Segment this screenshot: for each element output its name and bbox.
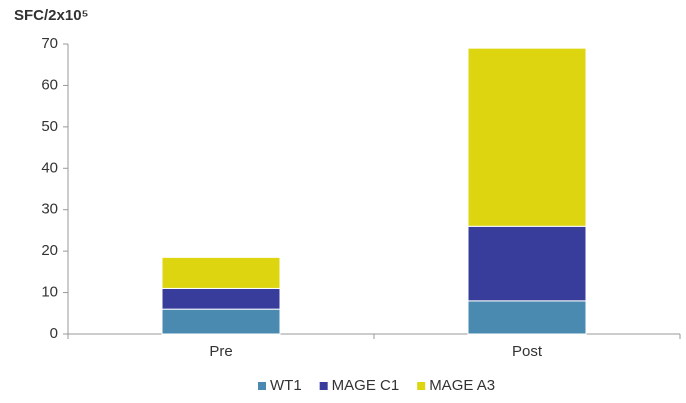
bar-segment [161, 308, 281, 335]
x-tick-label: Pre [209, 343, 232, 360]
bar-segment [467, 47, 587, 227]
y-tick-label: 70 [41, 35, 58, 52]
y-tick-label: 40 [41, 159, 58, 176]
x-tick-label: Post [512, 343, 543, 360]
y-tick-label: 50 [41, 118, 58, 135]
legend-label: WT1 [270, 377, 302, 394]
y-tick-label: 0 [50, 325, 58, 342]
bar-segment [467, 225, 587, 302]
legend-swatch [319, 382, 328, 390]
legend-swatch [417, 382, 426, 390]
y-tick-label: 20 [41, 242, 58, 259]
legend-label: MAGE A3 [429, 377, 495, 394]
legend-swatch [258, 382, 266, 390]
y-tick-label: 30 [41, 201, 58, 218]
legend-label: MAGE C1 [332, 377, 400, 394]
bar-segment [161, 287, 281, 310]
y-tick-label: 60 [41, 76, 58, 93]
bar-segment [467, 300, 587, 335]
y-axis-label: SFC/2x10⁵ [14, 7, 89, 24]
y-tick-label: 10 [41, 284, 58, 301]
bar-segment [161, 256, 281, 289]
